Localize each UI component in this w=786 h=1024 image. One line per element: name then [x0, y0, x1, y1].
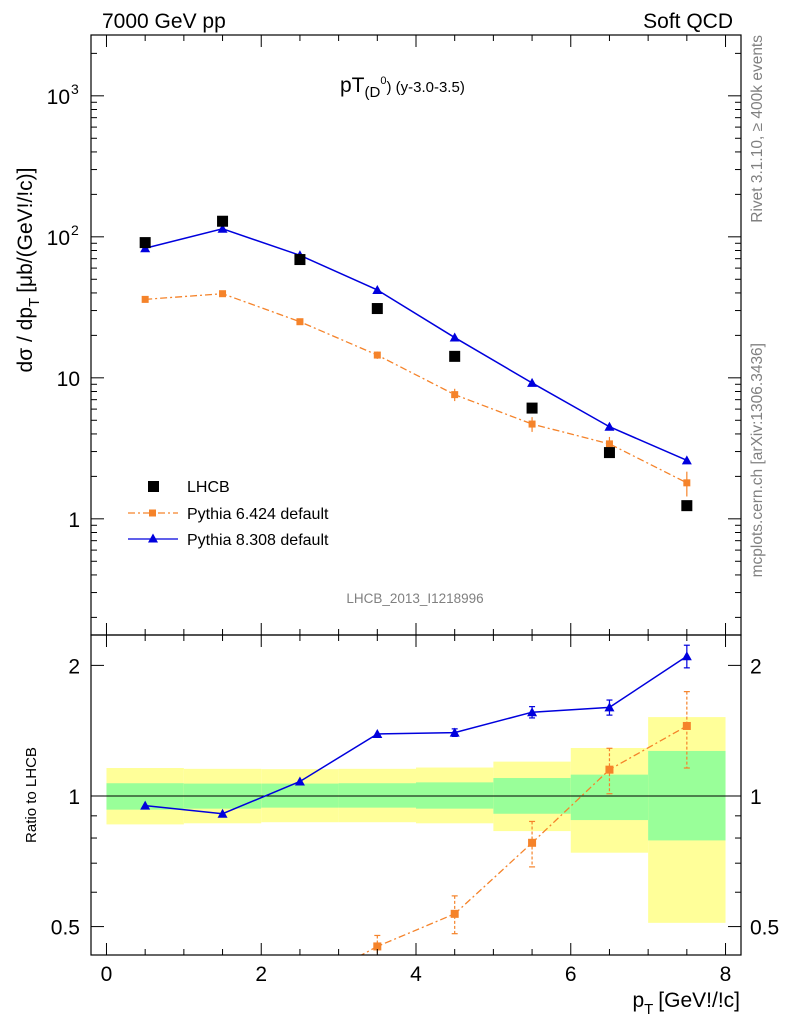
y-axis-title-units: [μb/(GeV!/!c)] [14, 168, 37, 293]
rivet-version-label: Rivet 3.1.10, ≥ 400k events [749, 35, 766, 223]
ratio-py8-point-6 [604, 702, 615, 712]
ratio-line-py6 [360, 725, 688, 955]
py6-point-2 [296, 318, 304, 326]
lhcb-point-2 [294, 254, 306, 266]
ratio-py8-point-5 [527, 707, 538, 717]
lhcb-point-0 [139, 237, 151, 249]
y-ratio-tick-label-right: 1 [750, 786, 762, 809]
ratio-axis-title: Ratio to LHCB [23, 747, 40, 843]
ratio-line-py8 [145, 655, 688, 815]
y-main-tick-label: 10 [57, 368, 80, 391]
y-ratio-tick-label-right: 2 [750, 655, 762, 678]
y-main-tick-label: 1 [68, 509, 80, 532]
ratio-py8-point-7 [681, 651, 692, 661]
analysis-id-label: LHCB_2013_I1218996 [346, 591, 483, 606]
py6-point-4 [451, 391, 459, 399]
y-axis-title: dσ / dpT [μb/(GeV!/!c)] [14, 168, 43, 373]
legend-label-py8: Pythia 8.308 default [187, 532, 329, 549]
title-sub: (D [365, 84, 381, 101]
ratio-py6-point-3 [373, 942, 382, 951]
legend-marker-py8 [148, 533, 158, 543]
ratio-py6-point-7 [682, 721, 691, 730]
py8-point-6 [604, 421, 615, 431]
x-axis-title-sub: T [644, 1001, 653, 1018]
x-tick-label: 6 [565, 963, 577, 986]
band-inner-3 [338, 783, 416, 808]
y-main-tick-label: 10 [47, 227, 70, 250]
lhcb-point-1 [217, 215, 229, 227]
py8-point-5 [527, 377, 538, 387]
mcplots-label: mcplots.cern.ch [arXiv:1306.3436] [749, 343, 766, 577]
plot-title: pT(D0) (y-3.0-3.5) [340, 74, 465, 101]
ratio-panel-marks [140, 644, 692, 1024]
ratio-py6-point-2 [296, 984, 304, 992]
py8-point-1 [217, 223, 228, 233]
py6-point-7 [683, 479, 691, 487]
lhcb-point-6 [603, 447, 615, 459]
y-main-tick-label: 10 [47, 86, 70, 109]
series-line-py6 [145, 293, 688, 484]
py8-point-3 [372, 284, 383, 294]
ratio-py8-point-0 [140, 800, 151, 810]
title-sup: 0 [380, 75, 386, 87]
x-tick-label: 0 [101, 963, 113, 986]
x-axis-title-main: p [632, 989, 644, 1012]
x-tick-label: 4 [410, 963, 422, 986]
x-tick-label: 8 [720, 963, 732, 986]
ratio-py8-point-4 [449, 727, 460, 737]
py6-point-1 [219, 290, 227, 298]
y-axis-title-main: dσ / dp [14, 307, 37, 373]
x-tick-label: 2 [255, 963, 267, 986]
ratio-py6-point-6 [605, 765, 614, 774]
lhcb-point-7 [681, 500, 693, 512]
py6-point-6 [605, 440, 613, 448]
title-tail: ) (y-3.0-3.5) [386, 79, 464, 96]
py8-point-4 [449, 332, 460, 342]
py8-point-7 [681, 455, 692, 465]
header-category-label: Soft QCD [643, 10, 733, 33]
header-energy-label: 7000 GeV pp [102, 10, 226, 33]
py6-point-3 [373, 351, 381, 359]
ratio-py6-point-1 [219, 1016, 227, 1024]
legend-marker-lhcb [148, 481, 159, 492]
py6-point-5 [528, 420, 536, 428]
y-main-tick-exponent: 3 [71, 81, 79, 97]
y-ratio-tick-label: 0.5 [51, 917, 80, 940]
y-ratio-tick-label: 1 [68, 786, 80, 809]
ratio-py8-point-3 [372, 728, 383, 738]
ratio-py6-point-5 [528, 838, 537, 847]
legend-label-lhcb: LHCB [187, 479, 230, 496]
title-main: pT [340, 74, 365, 97]
lhcb-point-3 [371, 303, 383, 315]
main-panel-marks [139, 215, 693, 512]
ratio-py6-point-0 [141, 969, 149, 977]
y-ratio-tick-label-right: 0.5 [750, 917, 779, 940]
y-axis-title-sub: T [26, 298, 43, 307]
ratio-py8-point-1 [217, 808, 228, 818]
ratio-py6-point-4 [450, 909, 459, 918]
legend: LHCB Pythia 6.424 default Pythia 8.308 d… [128, 479, 329, 549]
lhcb-point-5 [526, 402, 538, 414]
legend-marker-py6 [149, 509, 156, 517]
legend-label-py6: Pythia 6.424 default [187, 506, 329, 523]
y-main-tick-exponent: 2 [71, 222, 79, 238]
series-line-py8 [144, 228, 688, 462]
x-axis-title: pT [GeV!/!c] [632, 989, 740, 1018]
band-inner-6 [570, 774, 649, 821]
py6-point-0 [141, 295, 149, 303]
lhcb-point-4 [449, 350, 461, 362]
y-ratio-tick-label: 2 [68, 655, 80, 678]
x-axis-title-units: [GeV!/!c] [658, 989, 740, 1012]
ratio-py8-point-2 [294, 776, 305, 786]
ratio-uncertainty-bands [91, 717, 741, 923]
